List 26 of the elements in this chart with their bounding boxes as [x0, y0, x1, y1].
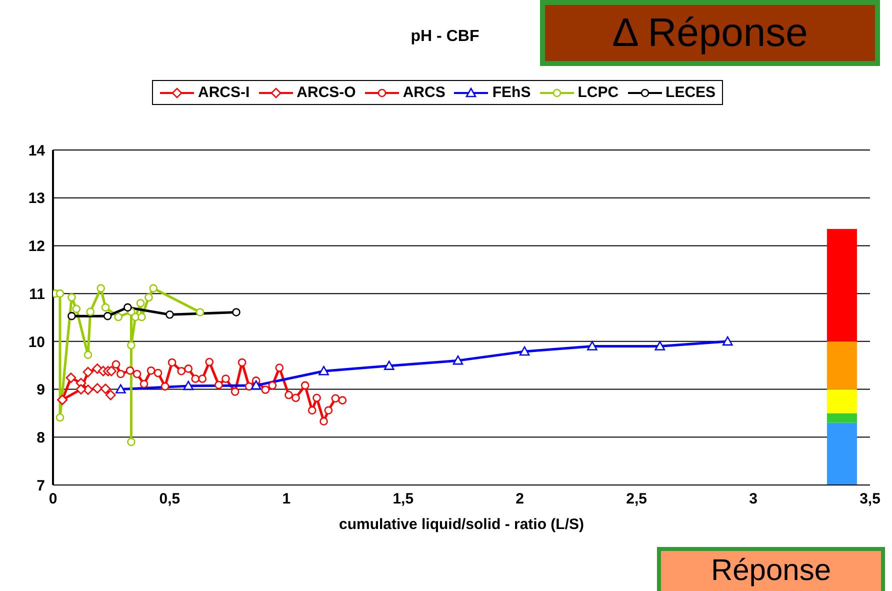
legend-label: ARCS-I [198, 84, 250, 101]
x-tick-label: 2,5 [626, 490, 647, 508]
y-tick-label: 12 [28, 238, 45, 256]
x-tick-label: 0,5 [159, 490, 180, 508]
x-tick-label: 0 [48, 490, 58, 508]
y-tick-label: 13 [28, 190, 45, 208]
chart-title: pH - CBF [410, 28, 480, 46]
y-tick-label: 7 [36, 477, 45, 494]
x-tick-label: 2 [516, 490, 524, 508]
x-axis-title: cumulative liquid/solid - ratio (L/S) [338, 516, 584, 533]
legend-label: LCPC [578, 84, 619, 101]
x-tick-label: 3 [749, 490, 758, 508]
y-tick-label: 9 [36, 382, 45, 399]
y-tick-label: 10 [28, 334, 45, 351]
x-tick-label: 1 [282, 490, 291, 508]
y-tick-label: 14 [28, 142, 46, 160]
y-tick-label: 11 [29, 286, 45, 303]
legend-label: ARCS [402, 84, 446, 101]
y-tick-label: 8 [36, 429, 45, 446]
heading-box: Δ Réponse [540, 0, 880, 66]
x-tick-label: 3,5 [860, 490, 880, 508]
x-tick-label: 1,5 [392, 490, 414, 508]
legend-label: LECES [666, 84, 716, 101]
heading-box: Réponse [657, 547, 885, 591]
legend-label: FEhS [492, 84, 531, 101]
legend-label: ARCS-O [296, 84, 356, 101]
